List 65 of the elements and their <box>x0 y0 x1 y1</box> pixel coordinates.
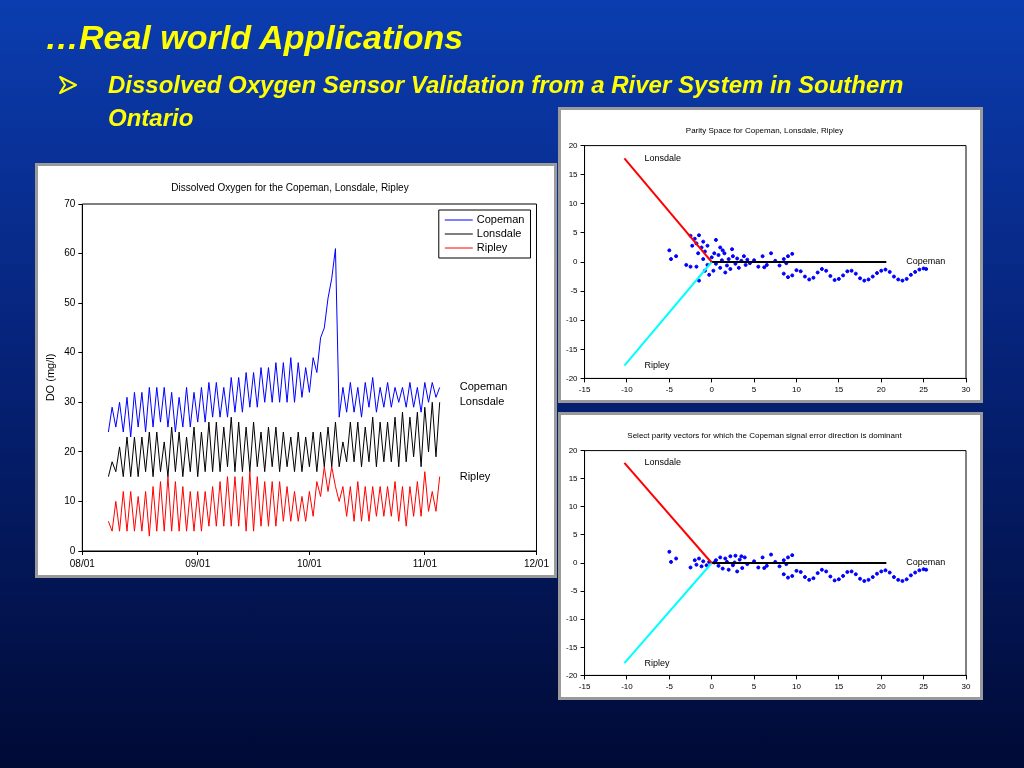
y-tick-label: 40 <box>64 346 76 358</box>
y-tick-label: 0 <box>573 257 579 267</box>
y-tick-label: 15 <box>568 473 579 483</box>
y-tick-label: 60 <box>64 247 76 259</box>
x-tick-label: -5 <box>665 385 674 395</box>
x-tick-label: 20 <box>876 682 887 692</box>
text: Copeman <box>459 380 508 393</box>
x-tick-label: 20 <box>876 385 887 395</box>
x-tick-label: 0 <box>709 682 715 692</box>
chart-title: Dissolved Oxygen for the Copeman, Lonsdale, Ripley <box>171 181 409 193</box>
x-tick-label: 5 <box>751 682 757 692</box>
series-label: Lonsdale <box>644 457 681 468</box>
y-tick-label: -5 <box>570 286 579 296</box>
legend-label: Copeman <box>476 213 525 226</box>
y-tick-label: 20 <box>568 445 579 455</box>
legend-label: Ripley <box>476 241 508 254</box>
y-tick-label: 70 <box>64 197 76 209</box>
x-tick-label: -5 <box>665 682 674 692</box>
y-tick-label: 5 <box>573 530 579 540</box>
y-tick-label: 30 <box>64 396 76 408</box>
y-tick-label: 50 <box>64 296 76 308</box>
text: …Real world Applications <box>45 18 464 57</box>
y-tick-label: 5 <box>573 228 579 238</box>
series-label: Ripley <box>644 657 670 668</box>
x-tick-label: 10 <box>792 682 802 692</box>
series-label: Lonsdale <box>644 152 681 163</box>
x-tick-label: 10 <box>792 385 802 395</box>
x-tick-label: 30 <box>961 385 971 395</box>
y-axis-title: DO (mg/l) <box>43 353 56 402</box>
legend-label: Lonsdale <box>476 227 522 240</box>
x-tick-label: -10 <box>621 682 634 692</box>
chart-title: Parity Space for Copeman, Lonsdale, Ripley <box>685 126 844 135</box>
x-tick-label: 25 <box>919 385 929 395</box>
text: Lonsdale <box>459 395 505 408</box>
x-tick-label: 15 <box>834 385 844 395</box>
x-tick-label: 5 <box>751 385 757 395</box>
text: Ripley <box>459 469 491 482</box>
y-tick-label: 0 <box>69 544 76 556</box>
text: Copeman <box>906 557 946 568</box>
x-tick-label: 10/01 <box>296 557 323 569</box>
x-tick-label: 11/01 <box>412 557 438 569</box>
y-tick-label: -10 <box>566 315 579 325</box>
y-tick-label: -15 <box>566 642 579 652</box>
y-tick-label: 10 <box>64 495 76 507</box>
x-tick-label: 12/01 <box>523 557 550 569</box>
x-tick-label: 30 <box>961 682 971 692</box>
x-tick-label: 15 <box>834 682 844 692</box>
chart-title: Select parity vectors for which the Copeman signal error direction is dominant <box>627 431 903 440</box>
series-label: Ripley <box>644 360 670 371</box>
y-tick-label: 10 <box>568 502 579 511</box>
y-tick-label: -15 <box>566 344 579 354</box>
x-tick-label: 25 <box>919 682 929 692</box>
y-tick-label: 20 <box>568 140 579 150</box>
x-tick-label: 09/01 <box>185 557 211 569</box>
y-tick-label: 15 <box>568 169 579 179</box>
y-tick-label: -10 <box>566 614 579 624</box>
y-tick-label: 10 <box>568 199 579 208</box>
y-tick-label: 20 <box>64 445 76 457</box>
x-tick-label: -10 <box>621 385 634 395</box>
y-tick-label: -5 <box>570 586 579 596</box>
x-tick-label: 0 <box>709 385 715 395</box>
x-tick-label: 08/01 <box>69 557 96 569</box>
text: Copeman <box>906 256 946 267</box>
y-tick-label: -20 <box>566 373 579 383</box>
y-tick-label: -20 <box>566 670 579 680</box>
